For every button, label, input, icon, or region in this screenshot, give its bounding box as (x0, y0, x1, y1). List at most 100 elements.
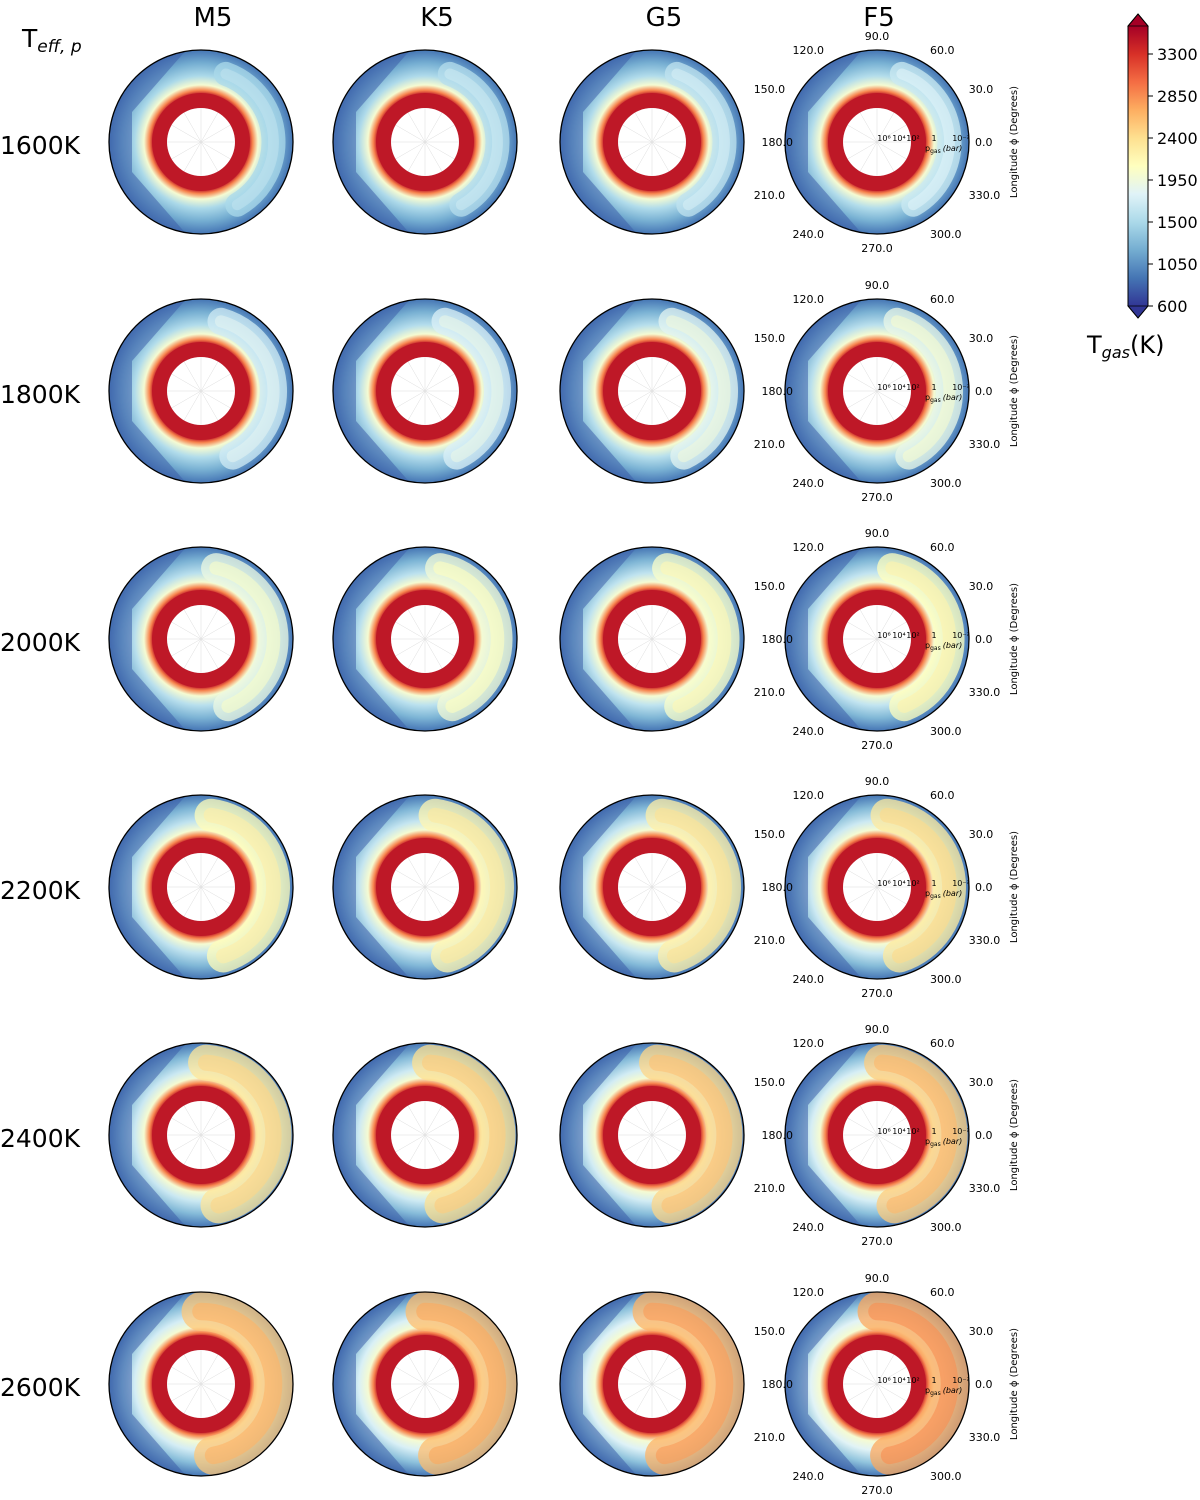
dayside-hotspot-core (873, 1054, 958, 1214)
dayside-hotspot-core (427, 807, 505, 964)
row-header: Teff, p (21, 24, 82, 57)
deep-atmosphere-ring (603, 1086, 701, 1184)
radial-label: 10⁶ (877, 879, 890, 888)
radial-label: 10⁴ (892, 1376, 905, 1385)
angle-label: 240.0 (793, 725, 825, 738)
grid-line (171, 1366, 231, 1402)
angle-label: 210.0 (754, 189, 786, 202)
radial-label: 10⁴ (892, 383, 905, 392)
polar-panel-g5-2200k (559, 794, 745, 980)
grid-line (622, 124, 682, 160)
polar-panel-g5-2400k (559, 1042, 745, 1228)
row-label: 1600K (0, 131, 81, 160)
angle-label: 90.0 (865, 279, 890, 292)
polar-panel-k5-2400k (332, 1042, 518, 1228)
colorbar-tick-label: 600 (1157, 297, 1188, 316)
angle-label: 240.0 (793, 477, 825, 490)
dayside-hotspot-core (220, 68, 279, 211)
grid-line (622, 621, 682, 657)
panel-border (332, 298, 518, 484)
angle-label: 60.0 (930, 44, 955, 57)
nightside-region (108, 548, 186, 730)
radial-label: 10² (906, 383, 919, 392)
grid-line (847, 869, 907, 905)
panel-border (784, 1291, 970, 1477)
panel-border (559, 546, 745, 732)
panel-border (784, 1042, 970, 1228)
nightside-region (333, 51, 410, 233)
angle-label: 330.0 (969, 934, 1001, 947)
deep-atmosphere-ring (376, 93, 474, 191)
panel-border (559, 1042, 745, 1228)
longitude-axis-label: Longitude ϕ (Degrees) (1009, 1328, 1020, 1440)
radial-label: 1 (931, 383, 936, 392)
panel-border (559, 794, 745, 980)
deep-atmosphere-ring (828, 93, 926, 191)
longitude-axis-label: Longitude ϕ (Degrees) (1009, 86, 1020, 198)
angle-label: 210.0 (754, 686, 786, 699)
radial-axis-label: pgas (bar) (925, 1386, 962, 1397)
colorbar-tick-label: 1500 (1157, 213, 1198, 232)
nightside-region (560, 796, 637, 978)
grid-line (395, 621, 455, 657)
angle-label: 30.0 (969, 580, 994, 593)
angle-label: 300.0 (930, 973, 962, 986)
radial-label: 1 (931, 1376, 936, 1385)
angle-label: 330.0 (969, 438, 1001, 451)
panel-border (108, 546, 294, 732)
grid-line (171, 621, 231, 657)
angle-label: 270.0 (861, 491, 893, 504)
colorbar-tick-label: 3300 (1157, 45, 1198, 64)
deep-atmosphere-ring (828, 590, 926, 688)
grid-line (847, 373, 907, 409)
angle-label: 300.0 (930, 1470, 962, 1483)
panel-border (108, 1291, 294, 1477)
polar-panel-m5-2200k (108, 794, 294, 980)
dayside-hotspot-core (421, 1054, 506, 1214)
grid-line (395, 1366, 455, 1402)
deep-atmosphere-ring (603, 93, 701, 191)
deep-atmosphere-ring (152, 1335, 250, 1433)
polar-panel-m5-2400k (108, 1042, 294, 1228)
angle-label: 300.0 (930, 477, 962, 490)
colorbar-extend-min (1127, 305, 1149, 319)
panel-border (559, 298, 745, 484)
nightside-region (785, 1044, 862, 1226)
row-label: 2000K (0, 628, 81, 657)
angle-label: 60.0 (930, 1286, 955, 1299)
angle-label: 330.0 (969, 1182, 1001, 1195)
column-label-m5: M5 (194, 3, 233, 33)
dayside-hotspot-core (879, 807, 957, 964)
angle-label: 0.0 (975, 1129, 993, 1142)
angle-label: 120.0 (793, 1286, 825, 1299)
radial-axis-label: pgas (bar) (925, 393, 962, 404)
deep-atmosphere-ring (376, 1335, 474, 1433)
radial-label: 10⁴ (892, 134, 905, 143)
deep-atmosphere-ring (376, 342, 474, 440)
nightside-region (784, 51, 862, 233)
panel-border (332, 546, 518, 732)
angle-label: 30.0 (969, 828, 994, 841)
polar-panel-g5-1600k (559, 49, 745, 235)
nightside-region (784, 300, 862, 482)
angle-label: 210.0 (754, 934, 786, 947)
radial-axis-label: pgas (bar) (925, 144, 962, 155)
dayside-hotspot-core (890, 315, 956, 463)
dayside-hotspot-core (660, 561, 732, 713)
polar-panel-m5-2600k (108, 1291, 294, 1477)
row-header-sub: eff, p (37, 37, 82, 57)
deep-atmosphere-ring (152, 590, 250, 688)
angle-label: 60.0 (930, 293, 955, 306)
radial-label: 10⁻² (952, 1376, 970, 1385)
angle-label: 0.0 (975, 633, 993, 646)
column-label-k5: K5 (420, 3, 454, 33)
nightside-region (333, 548, 410, 730)
radial-axis-label: pgas (bar) (925, 641, 962, 652)
deep-atmosphere-ring (828, 1335, 926, 1433)
angle-label: 90.0 (865, 1272, 890, 1285)
nightside-region (560, 1293, 637, 1475)
panel-border (784, 49, 970, 235)
colorbar-tick-label: 2400 (1157, 129, 1198, 148)
angle-label: 90.0 (865, 775, 890, 788)
angle-label: 120.0 (793, 541, 825, 554)
